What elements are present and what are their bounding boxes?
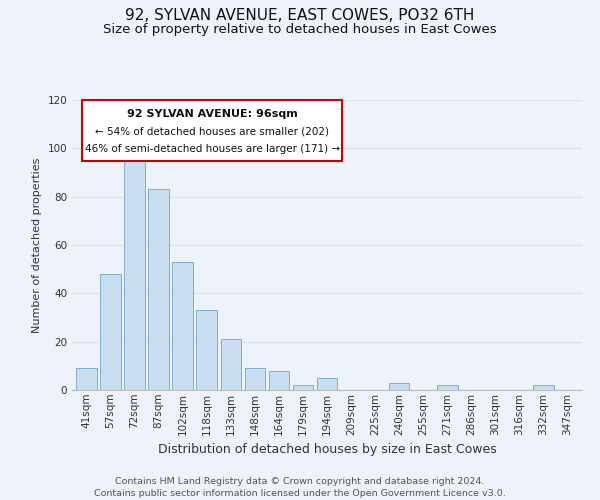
Bar <box>221 339 241 390</box>
Text: 92 SYLVAN AVENUE: 96sqm: 92 SYLVAN AVENUE: 96sqm <box>127 109 298 119</box>
Bar <box>172 262 193 390</box>
Bar <box>196 310 217 390</box>
Text: 46% of semi-detached houses are larger (171) →: 46% of semi-detached houses are larger (… <box>85 144 340 154</box>
Bar <box>293 385 313 390</box>
Bar <box>148 190 169 390</box>
Text: 92, SYLVAN AVENUE, EAST COWES, PO32 6TH: 92, SYLVAN AVENUE, EAST COWES, PO32 6TH <box>125 8 475 22</box>
Text: Size of property relative to detached houses in East Cowes: Size of property relative to detached ho… <box>103 22 497 36</box>
Bar <box>317 378 337 390</box>
Bar <box>389 383 409 390</box>
FancyBboxPatch shape <box>82 100 342 161</box>
Bar <box>245 368 265 390</box>
Bar <box>76 368 97 390</box>
Bar <box>269 370 289 390</box>
Bar <box>100 274 121 390</box>
Bar <box>533 385 554 390</box>
Text: Contains HM Land Registry data © Crown copyright and database right 2024.: Contains HM Land Registry data © Crown c… <box>115 478 485 486</box>
Text: ← 54% of detached houses are smaller (202): ← 54% of detached houses are smaller (20… <box>95 126 329 136</box>
Text: Contains public sector information licensed under the Open Government Licence v3: Contains public sector information licen… <box>94 489 506 498</box>
Bar <box>124 148 145 390</box>
Text: Distribution of detached houses by size in East Cowes: Distribution of detached houses by size … <box>158 442 496 456</box>
Bar <box>437 385 458 390</box>
Y-axis label: Number of detached properties: Number of detached properties <box>32 158 42 332</box>
